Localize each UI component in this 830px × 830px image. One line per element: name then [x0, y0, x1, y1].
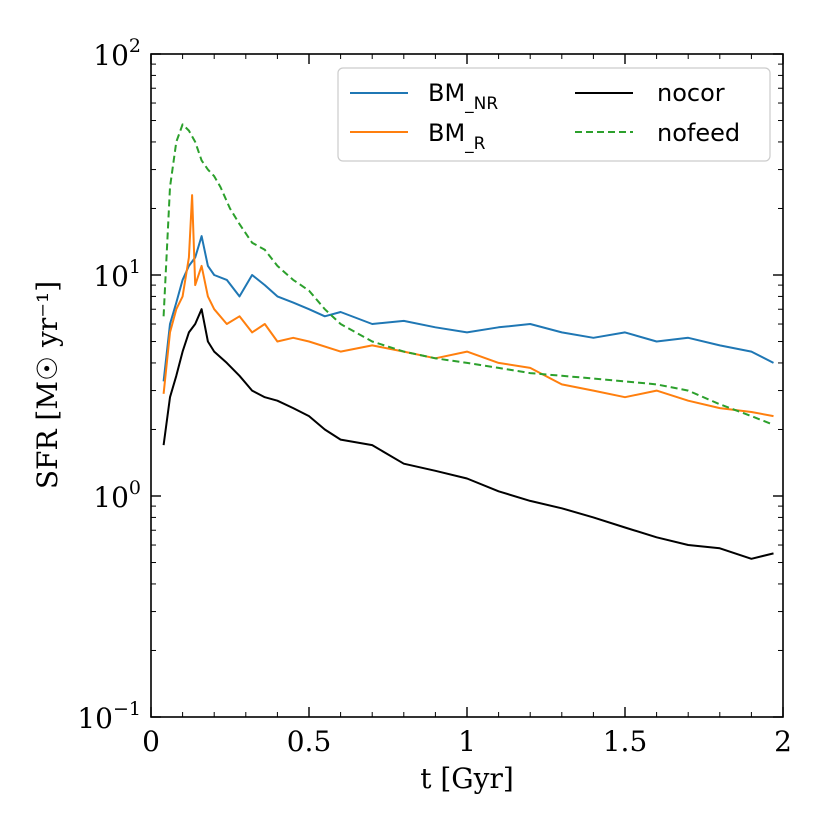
series-line-bm-r: [162, 194, 774, 418]
legend-label-nocor: nocor: [657, 79, 725, 107]
x-tick-label: 1: [458, 725, 476, 758]
x-tick-label: 0: [142, 725, 160, 758]
y-tick-label: 102: [93, 35, 141, 72]
legend-label-nofeed: nofeed: [657, 119, 740, 147]
series-line-nocor: [162, 308, 774, 560]
legend-label-bm-nr: BM_NR: [428, 79, 498, 114]
y-tick-label: 101: [93, 256, 141, 293]
x-tick-label: 1.5: [603, 725, 648, 758]
y-axis-label: SFR [M☉ yr⁻¹]: [31, 281, 64, 489]
legend-bm-nr-base: BM: [428, 79, 465, 107]
series-line-bm-nr: [162, 235, 774, 382]
plot-frame: [150, 53, 784, 718]
tick-labels: 0 0.5 1 1.5 2 10−1 100 101 102: [77, 35, 792, 758]
legend: BM_NR BM_R nocor nofeed: [337, 67, 771, 162]
legend-bm-r-base: BM: [428, 119, 465, 147]
legend-bm-r-sub: _R: [464, 134, 486, 154]
legend-bm-nr-sub: _NR: [464, 94, 498, 114]
legend-box: [337, 67, 771, 162]
y-tick-label: 100: [93, 477, 141, 514]
series-lines: [162, 123, 774, 560]
legend-label-bm-r: BM_R: [428, 119, 486, 154]
axis-ticks: [150, 53, 784, 718]
x-axis-label: t [Gyr]: [420, 762, 514, 795]
x-tick-label: 2: [774, 725, 792, 758]
series-line-nofeed: [162, 123, 774, 426]
y-tick-label: 10−1: [77, 698, 141, 735]
x-tick-label: 0.5: [287, 725, 332, 758]
